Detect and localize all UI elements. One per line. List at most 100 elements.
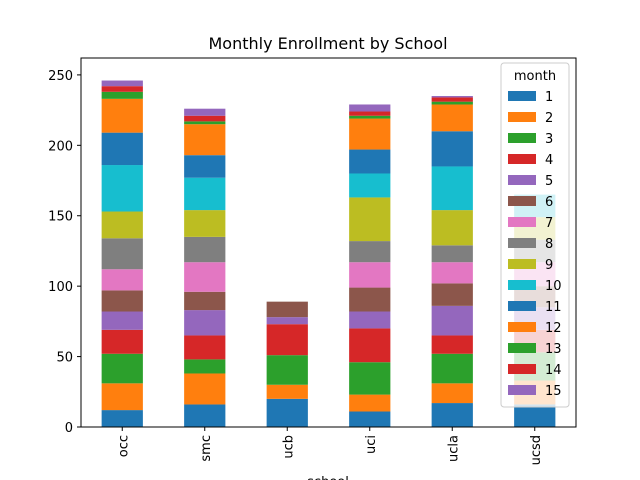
bar-segment-occ-month-3 — [101, 353, 143, 384]
bar-segment-occ-month-12 — [101, 98, 143, 133]
bar-segment-occ-month-2 — [101, 383, 143, 411]
legend-swatch-month-6 — [508, 196, 536, 206]
bar-segment-occ-month-13 — [101, 91, 143, 99]
legend-label-month-13: 13 — [545, 342, 562, 357]
legend-swatch-month-2 — [508, 112, 536, 122]
bar-segment-ucb-month-6 — [266, 301, 308, 318]
y-tick-label: 50 — [56, 351, 73, 366]
bar-segment-occ-month-5 — [101, 311, 143, 330]
bar-segment-smc-month-14 — [184, 115, 226, 122]
bar-segment-uci-month-2 — [349, 394, 391, 412]
legend-swatch-month-13 — [508, 343, 536, 353]
bar-segment-uci-month-7 — [349, 262, 391, 288]
legend-label-month-10: 10 — [545, 279, 562, 294]
plot-frame — [80, 57, 577, 428]
bar-segment-smc-month-3 — [184, 359, 226, 374]
bar-segment-smc-month-9 — [184, 210, 226, 237]
legend-label-month-5: 5 — [545, 174, 553, 189]
bar-segment-uci-month-3 — [349, 362, 391, 395]
legend-title: month — [514, 69, 556, 84]
bar-segment-uci-month-9 — [349, 197, 391, 242]
y-tick-label: 200 — [48, 139, 73, 154]
legend-swatch-month-11 — [508, 301, 536, 311]
bar-segment-occ-month-7 — [101, 269, 143, 291]
bar-segment-ucla-month-9 — [431, 210, 473, 246]
legend-swatch-month-1 — [508, 91, 536, 101]
legend-swatch-month-8 — [508, 238, 536, 248]
bar-segment-ucla-month-10 — [431, 166, 473, 211]
bar-segment-ucb-month-5 — [266, 317, 308, 325]
bar-segment-ucla-month-4 — [431, 335, 473, 354]
legend-swatch-month-3 — [508, 133, 536, 143]
bar-segment-ucb-month-2 — [266, 384, 308, 399]
x-tick-label-smc: smc — [199, 435, 214, 462]
bar-segment-ucsd-month-1 — [514, 404, 556, 427]
bar-segment-ucla-month-6 — [431, 283, 473, 306]
legend-label-month-7: 7 — [545, 216, 553, 231]
legend-label-month-3: 3 — [545, 132, 553, 147]
bar-segment-ucla-month-3 — [431, 353, 473, 384]
bar-segment-ucla-month-5 — [431, 305, 473, 336]
legend-label-month-12: 12 — [545, 321, 562, 336]
legend-swatch-month-10 — [508, 280, 536, 290]
bar-segment-smc-month-5 — [184, 310, 226, 336]
bar-segment-uci-month-8 — [349, 241, 391, 263]
x-tick-label-ucsd: ucsd — [529, 435, 544, 465]
y-tick-label: 250 — [48, 69, 73, 84]
bar-segment-uci-month-10 — [349, 173, 391, 198]
bar-segment-ucla-month-11 — [431, 131, 473, 167]
bar-segment-occ-month-9 — [101, 211, 143, 239]
bar-segment-uci-month-4 — [349, 328, 391, 363]
legend-label-month-8: 8 — [545, 237, 553, 252]
legend-label-month-11: 11 — [545, 300, 562, 315]
x-tick-label-occ: occ — [116, 435, 131, 457]
legend-swatch-month-5 — [508, 175, 536, 185]
bar-segment-ucla-month-12 — [431, 104, 473, 132]
y-tick-label: 0 — [65, 421, 73, 436]
y-tick-label: 150 — [48, 210, 73, 225]
legend-swatch-month-7 — [508, 217, 536, 227]
legend-swatch-month-15 — [508, 385, 536, 395]
bar-segment-uci-month-14 — [349, 111, 391, 116]
x-tick-label-ucb: ucb — [281, 435, 296, 459]
legend-label-month-15: 15 — [545, 384, 562, 399]
bar-segment-occ-month-8 — [101, 238, 143, 270]
chart-title: Monthly Enrollment by School — [208, 34, 447, 53]
x-axis: occ smc ucb uci ucla ucsd — [116, 427, 544, 465]
bar-segment-ucb-month-1 — [266, 398, 308, 427]
bar-segment-smc-month-7 — [184, 262, 226, 292]
bar-segment-uci-month-6 — [349, 287, 391, 312]
bar-segment-uci-month-15 — [349, 104, 391, 112]
bar-segment-occ-month-6 — [101, 290, 143, 312]
legend-label-month-6: 6 — [545, 195, 553, 210]
legend-swatch-month-4 — [508, 154, 536, 164]
bar-segment-uci-month-1 — [349, 411, 391, 427]
x-tick-label-ucla: ucla — [446, 435, 461, 462]
bar-segment-uci-month-12 — [349, 118, 391, 150]
bar-segment-smc-month-10 — [184, 177, 226, 211]
bar-segment-smc-month-13 — [184, 121, 226, 125]
bar-segment-occ-month-1 — [101, 410, 143, 427]
x-tick-label-uci: uci — [364, 435, 379, 454]
bar-segment-ucla-month-14 — [431, 97, 473, 102]
legend-swatch-month-12 — [508, 322, 536, 332]
bar-segment-occ-month-4 — [101, 329, 143, 354]
bar-segment-smc-month-1 — [184, 404, 226, 427]
bar-segment-smc-month-12 — [184, 124, 226, 156]
bar-segment-ucb-month-4 — [266, 324, 308, 356]
bar-segment-uci-month-5 — [349, 311, 391, 329]
bar-segment-smc-month-15 — [184, 108, 226, 116]
bar-segment-ucla-month-13 — [431, 101, 473, 105]
x-axis-label: school — [307, 475, 349, 480]
bar-segment-smc-month-8 — [184, 236, 226, 263]
bar-segment-occ-month-15 — [101, 80, 143, 87]
bar-segment-uci-month-13 — [349, 115, 391, 119]
bar-segment-ucla-month-7 — [431, 262, 473, 284]
bar-segment-smc-month-4 — [184, 335, 226, 360]
legend-label-month-14: 14 — [545, 363, 562, 378]
bar-segment-smc-month-6 — [184, 291, 226, 311]
legend-label-month-1: 1 — [545, 90, 553, 105]
